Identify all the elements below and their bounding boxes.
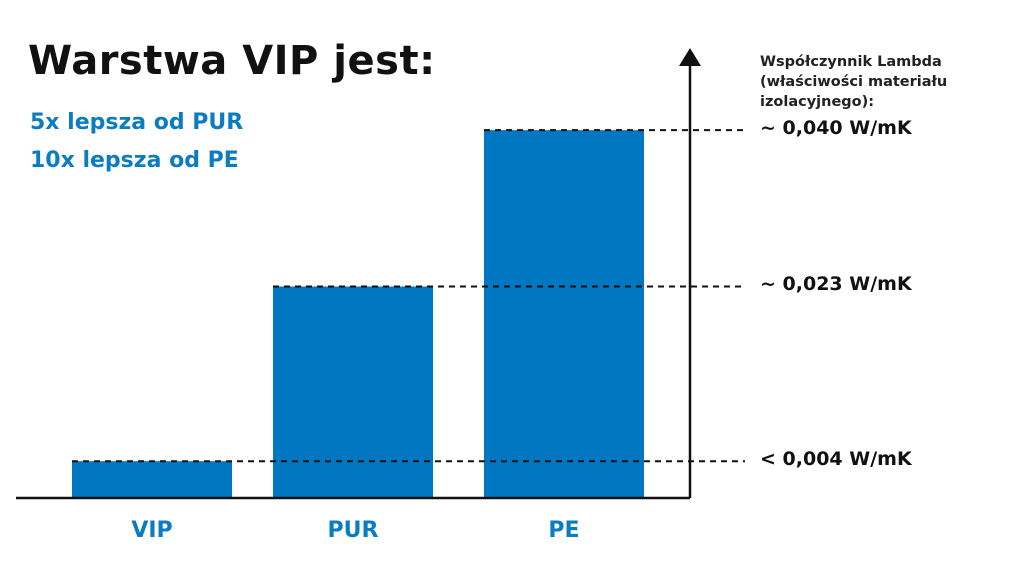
y-axis-title-line-2: (właściwości materiału (760, 74, 948, 90)
x-tick-label-vip: VIP (131, 518, 173, 543)
chart-title: Warstwa VIP jest: (28, 38, 436, 84)
x-tick-label-pe: PE (548, 518, 580, 543)
reference-label-pe: ~ 0,040 W/mK (760, 117, 912, 140)
reference-label-pur: ~ 0,023 W/mK (760, 273, 912, 296)
x-tick-label-pur: PUR (327, 518, 379, 543)
bar-pe (484, 130, 644, 498)
bar-vip (72, 461, 232, 498)
reference-label-vip: < 0,004 W/mK (760, 448, 912, 471)
y-axis-arrow-icon (679, 48, 701, 66)
bar-pur (273, 286, 433, 498)
subtitle-pe-comparison: 10x lepsza od PE (30, 148, 239, 173)
y-axis-title-line-3: izolacyjnego): (760, 94, 875, 110)
y-axis-title-line-1: Współczynnik Lambda (760, 54, 942, 70)
subtitle-pur-comparison: 5x lepsza od PUR (30, 110, 244, 135)
y-axis-title: Współczynnik Lambda (właściwości materia… (760, 52, 1010, 112)
